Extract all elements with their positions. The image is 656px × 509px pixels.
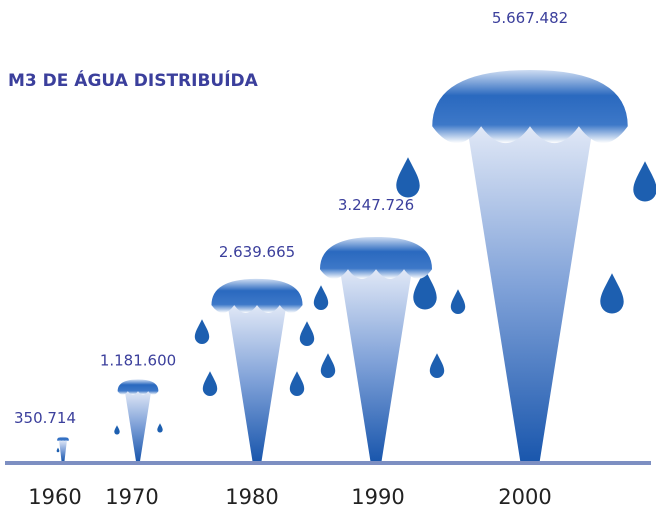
chart-title: M3 DE ÁGUA DISTRIBUÍDA: [8, 69, 259, 91]
fountain-jet: [226, 300, 288, 461]
value-label: 2.639.665: [219, 243, 295, 261]
fountain: [56, 436, 70, 461]
value-label: 5.667.482: [492, 9, 568, 27]
fountain: [319, 236, 433, 461]
fountain-jet: [339, 263, 413, 461]
baseline: [5, 461, 651, 465]
fountain: [117, 379, 159, 461]
x-tick-label: 2000: [498, 485, 551, 509]
x-tick-label: 1990: [351, 485, 404, 509]
x-tick-label: 1970: [105, 485, 158, 509]
fountain: [432, 70, 628, 462]
fountain: [211, 278, 303, 461]
fountain-cap: [432, 70, 628, 144]
fountain-cap: [211, 278, 303, 313]
value-label: 3.247.726: [338, 196, 414, 214]
x-tick-label: 1960: [28, 485, 81, 509]
fountain-jet: [124, 389, 152, 461]
value-label: 350.714: [14, 409, 76, 427]
fountain-cap: [117, 379, 159, 395]
value-label: 1.181.600: [100, 351, 176, 369]
fountain-jet: [465, 116, 595, 462]
fountain-cap: [319, 236, 433, 279]
x-tick-label: 1980: [225, 485, 278, 509]
fountain-cap: [56, 436, 70, 442]
fountain-jet: [59, 439, 67, 461]
